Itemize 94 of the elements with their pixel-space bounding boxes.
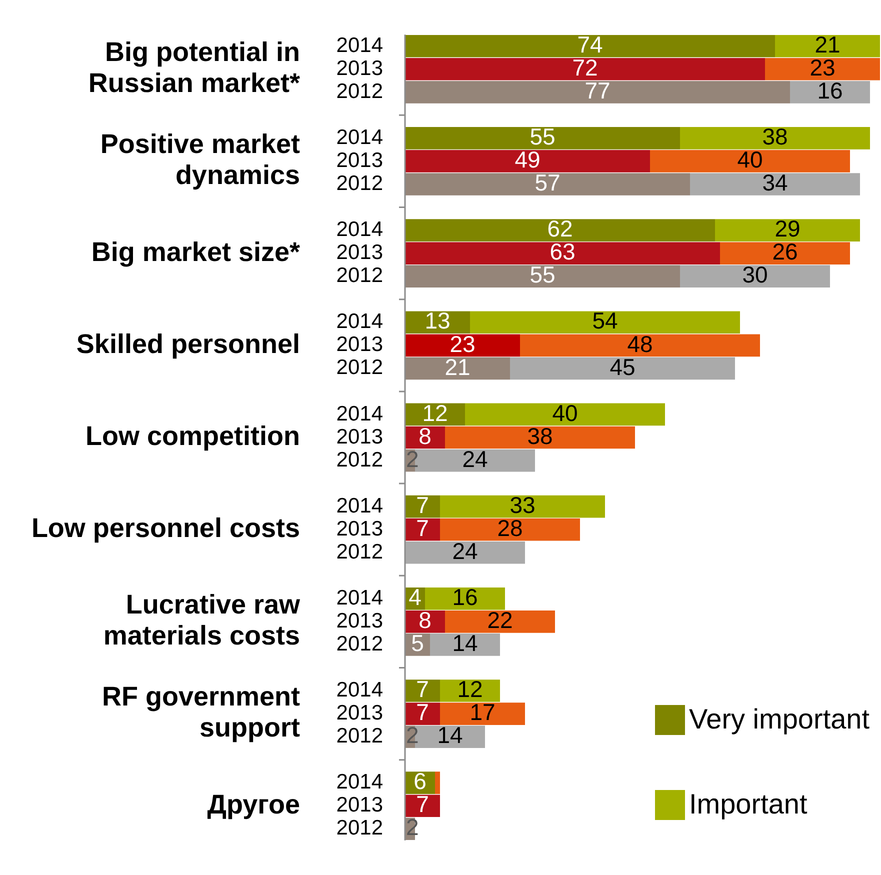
bar — [430, 634, 500, 656]
data-label: 54 — [592, 308, 618, 334]
data-label: 13 — [424, 308, 450, 334]
data-label: 2 — [406, 722, 419, 748]
bar — [765, 58, 880, 80]
data-label: 16 — [817, 78, 843, 104]
y-tick-label: 2013 — [336, 794, 383, 817]
y-tick-label: 2013 — [336, 333, 383, 356]
text: Low personnel costs — [31, 513, 300, 544]
bar — [405, 702, 440, 725]
y-tick-label: 2012 — [336, 80, 383, 103]
y-tick-label: 2014 — [336, 678, 384, 702]
y-tick-label: 2013 — [336, 702, 383, 725]
data-label: 24 — [452, 538, 478, 564]
bar — [720, 242, 850, 264]
bar — [405, 173, 690, 196]
y-tick-label: 2014 — [336, 770, 384, 794]
data-label: 40 — [552, 400, 578, 426]
text: Big potential in Russian market* — [88, 37, 300, 98]
bar — [405, 242, 720, 264]
bar — [440, 495, 605, 518]
y-tick-label: 2013 — [336, 609, 383, 632]
bar — [445, 426, 635, 449]
bar — [445, 610, 555, 633]
legend-label: Very important — [689, 704, 870, 735]
data-label: 38 — [762, 124, 788, 150]
bar — [405, 794, 440, 818]
y-tick-label: 2012 — [336, 172, 383, 196]
bar — [680, 265, 830, 288]
bar — [470, 311, 740, 334]
bar — [520, 334, 760, 357]
bar — [680, 127, 870, 150]
y-tick-label: 2014 — [336, 494, 384, 518]
data-label: 2 — [406, 446, 419, 472]
bar — [405, 127, 680, 150]
y-tick-label: 2012 — [336, 724, 383, 748]
data-label: 40 — [737, 146, 763, 173]
data-label: 30 — [742, 262, 768, 288]
y-tick-label: 2014 — [336, 126, 384, 149]
bar — [440, 518, 580, 541]
y-tick-label: 2014 — [336, 586, 384, 610]
bar — [435, 772, 440, 794]
y-tick-label: 2012 — [336, 356, 383, 380]
bar — [690, 173, 860, 196]
data-label: 14 — [452, 630, 478, 656]
bar — [440, 680, 500, 702]
bar — [405, 58, 765, 80]
y-tick-label: 2012 — [336, 540, 383, 564]
text: Lucrative raw materials costs — [103, 590, 301, 651]
y-tick-label: 2013 — [336, 56, 383, 80]
y-tick-label: 2013 — [336, 241, 383, 264]
bar — [775, 34, 880, 58]
y-tick-label: 2014 — [336, 218, 384, 242]
data-label: 24 — [462, 446, 488, 472]
bar — [425, 587, 505, 610]
bar — [465, 403, 665, 426]
y-tick-label: 2013 — [336, 517, 383, 540]
y-tick-label: 2012 — [336, 632, 383, 656]
bar — [405, 80, 790, 104]
data-label: 38 — [527, 422, 553, 449]
bar — [405, 357, 510, 380]
bar — [405, 265, 680, 288]
text: Другое — [207, 789, 300, 820]
bar — [440, 702, 525, 725]
y-tick-label: 2014 — [336, 34, 384, 57]
bar — [650, 150, 850, 172]
text: Positive market dynamics — [100, 129, 300, 190]
data-label: 77 — [584, 78, 610, 104]
data-label: 16 — [452, 584, 478, 610]
y-tick-label: 2014 — [336, 402, 384, 426]
bar — [405, 150, 650, 172]
text: RF government support — [102, 682, 300, 743]
bar — [405, 34, 775, 58]
y-tick-label: 2012 — [336, 264, 383, 288]
bar — [405, 541, 525, 564]
bar — [405, 219, 715, 242]
legend-label: Important — [689, 788, 808, 820]
bar — [405, 518, 440, 541]
text: Skilled personnel — [76, 328, 300, 359]
bar — [790, 80, 870, 104]
bar — [405, 680, 440, 702]
y-tick-label: 2013 — [336, 425, 383, 448]
data-label: 22 — [487, 607, 513, 634]
y-tick-label: 2012 — [336, 816, 383, 840]
bar — [405, 334, 520, 357]
bar — [510, 357, 735, 380]
y-tick-label: 2013 — [336, 149, 383, 172]
bar — [715, 219, 860, 242]
text: Low competition — [86, 420, 300, 451]
data-label: 34 — [762, 170, 788, 196]
y-tick-label: 2012 — [336, 448, 383, 472]
y-tick-label: 2014 — [336, 310, 384, 334]
data-label: 14 — [437, 722, 463, 748]
text: Big market size* — [91, 236, 300, 267]
